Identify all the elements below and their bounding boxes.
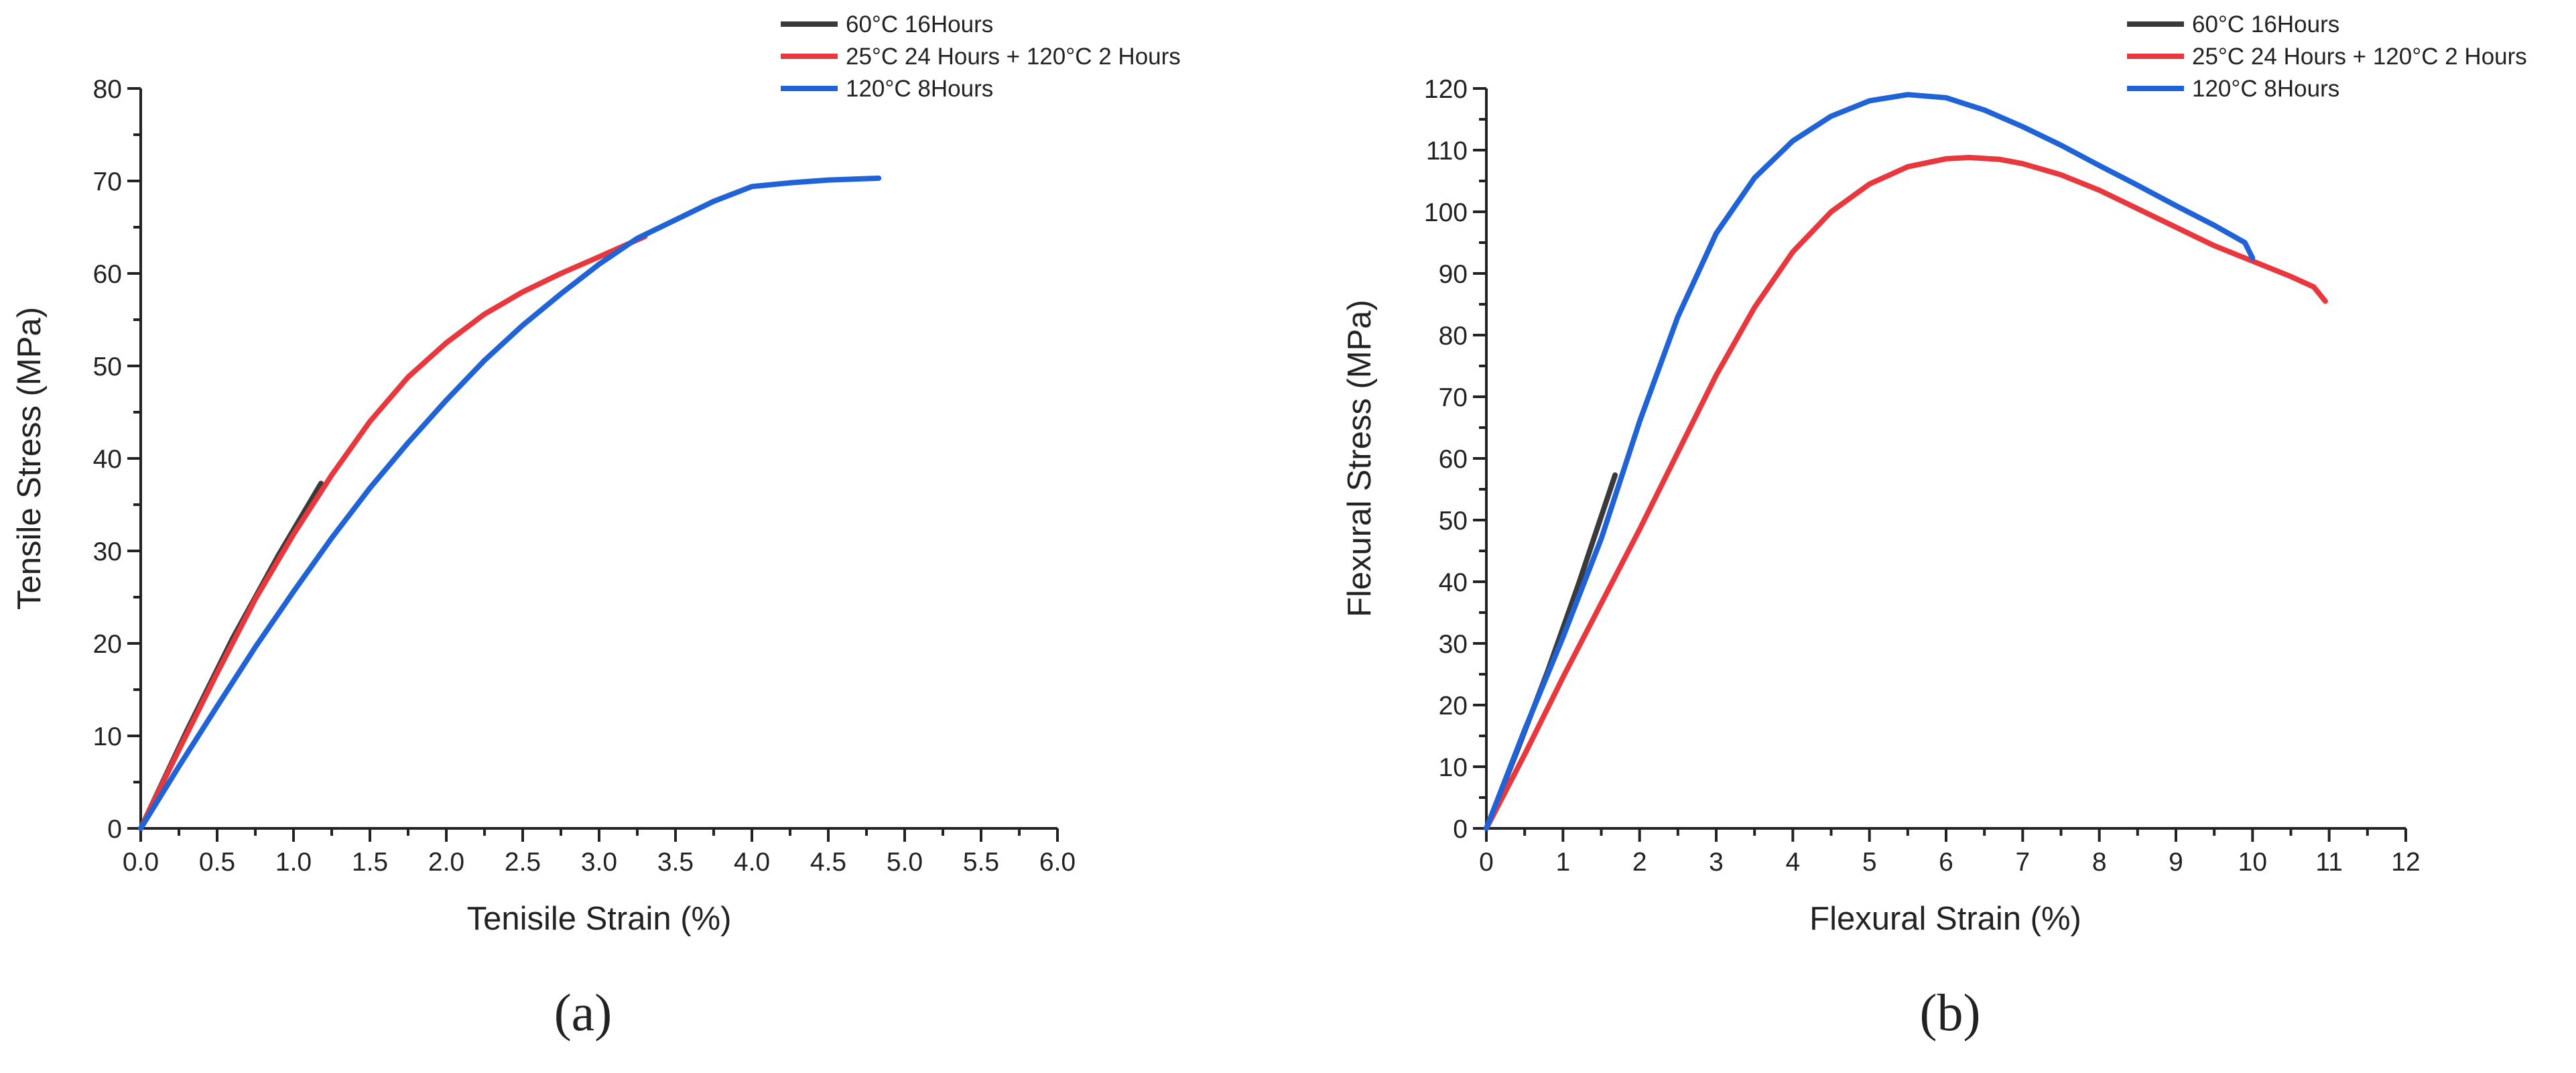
y-tick-label: 100 [1424,198,1468,227]
x-tick-label: 5.0 [887,848,923,877]
y-tick-label: 120 [1424,75,1468,104]
y-tick-label: 70 [1439,383,1468,412]
y-tick-label: 10 [1439,753,1468,782]
panel-label: (a) [554,983,613,1042]
y-tick-label: 20 [93,630,122,659]
legend: 60°C 16Hours 25°C 24 Hours + 120°C 2 Hour… [2127,11,2527,102]
y-tick-label: 50 [93,353,122,381]
y-tick-label: 30 [1439,630,1468,659]
x-tick-label: 3.5 [657,848,694,877]
y-tick-label: 20 [1439,692,1468,720]
x-tick-label: 6 [1939,848,1953,877]
x-tick-label: 7 [2015,848,2030,877]
y-tick-label: 60 [1439,445,1468,474]
x-tick-label: 3 [1709,848,1724,877]
y-tick-label: 80 [1439,322,1468,351]
x-tick-label: 0.5 [199,848,235,877]
y-tick-label: 110 [1426,137,1468,166]
x-tick-label: 0 [1479,848,1494,877]
series-line-3 [1484,92,2256,831]
x-tick-label: 2.0 [428,848,464,877]
x-tick-label: 6.0 [1039,848,1076,877]
x-tick-label: 4 [1785,848,1800,877]
y-tick-label: 70 [93,168,122,196]
x-tick-label: 2 [1632,848,1647,877]
y-tick-label: 90 [1439,260,1468,289]
x-tick-label: 8 [2092,848,2107,877]
y-tick-label: 30 [93,538,122,566]
x-tick-label: 1 [1555,848,1570,877]
x-axis-title: Tenisile Strain (%) [467,901,732,937]
chart-panel-a: 0.0 0.5 1.0 1.5 2.0 2.5 3.0 3.5 4.0 4.5 5.0 5.5 6.0 0… [11,11,1181,1042]
legend-label: 120°C 8Hours [846,76,993,102]
x-tick-label: 1.5 [352,848,388,877]
x-tick-label: 0.0 [123,848,159,877]
legend-label: 60°C 16Hours [2192,11,2339,38]
x-tick-label: 12 [2391,848,2420,877]
legend: 60°C 16Hours 25°C 24 Hours + 120°C 2 Hour… [781,11,1181,102]
y-tick-label: 40 [1439,568,1468,597]
panel-label: (b) [1920,983,1981,1042]
x-tick-label: 5 [1862,848,1877,877]
y-tick-label: 0 [107,815,122,844]
x-tick-label: 5.5 [963,848,999,877]
y-tick-label: 10 [93,722,122,751]
series-line-2 [1484,155,2328,831]
x-tick-label: 10 [2238,848,2267,877]
legend-label: 120°C 8Hours [2192,76,2339,102]
legend-label: 25°C 24 Hours + 120°C 2 Hours [846,44,1181,70]
chart-panel-b: 0 1 2 3 4 5 6 7 8 9 10 11 12010203040506070809010011… [1342,11,2527,1042]
legend-label: 60°C 16Hours [846,11,993,38]
y-tick-label: 60 [93,260,122,289]
y-tick-label: 0 [1453,815,1468,844]
y-tick-label: 40 [93,445,122,474]
x-tick-label: 4.0 [734,848,770,877]
y-axis-title: Tensile Stress (MPa) [11,307,48,610]
y-tick-label: 80 [93,75,122,104]
y-axis-title: Flexural Stress (MPa) [1342,300,1378,617]
y-tick-label: 50 [1439,507,1468,535]
x-tick-label: 4.5 [810,848,846,877]
x-tick-label: 3.0 [581,848,617,877]
x-tick-label: 2.5 [505,848,541,877]
x-tick-label: 9 [2169,848,2183,877]
legend-label: 25°C 24 Hours + 120°C 2 Hours [2192,44,2527,70]
x-tick-label: 1.0 [275,848,312,877]
series-line-3 [138,175,882,831]
series-line-2 [138,233,648,831]
x-axis-title: Flexural Strain (%) [1809,901,2081,937]
x-tick-label: 11 [2315,848,2343,877]
